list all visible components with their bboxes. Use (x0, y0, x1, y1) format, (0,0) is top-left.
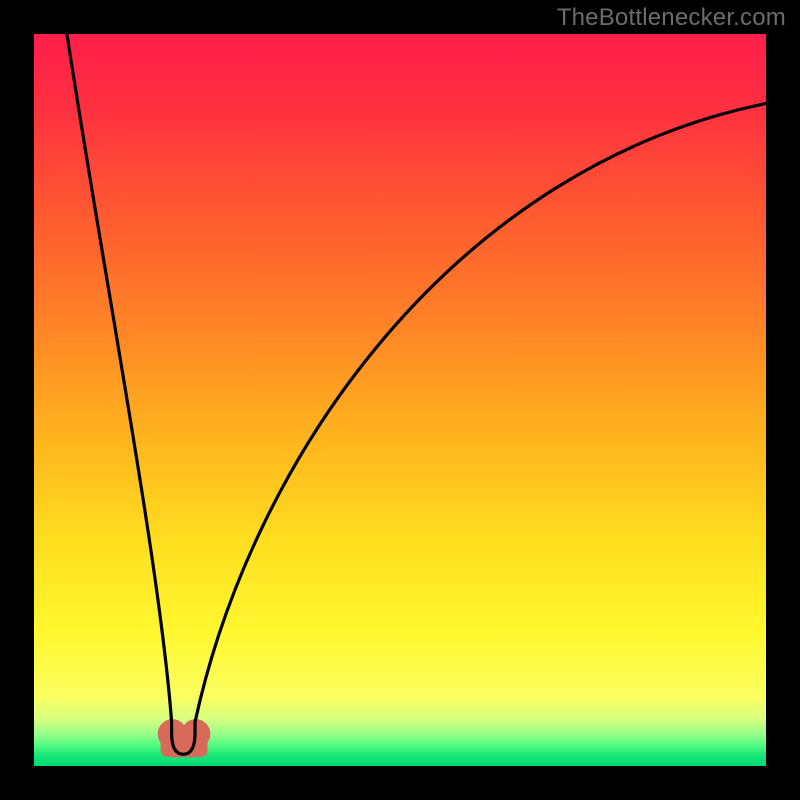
chart-stage: TheBottlenecker.com (0, 0, 800, 800)
curve-layer (34, 34, 766, 766)
watermark-text: TheBottlenecker.com (557, 4, 786, 32)
bottleneck-curve (67, 34, 766, 754)
